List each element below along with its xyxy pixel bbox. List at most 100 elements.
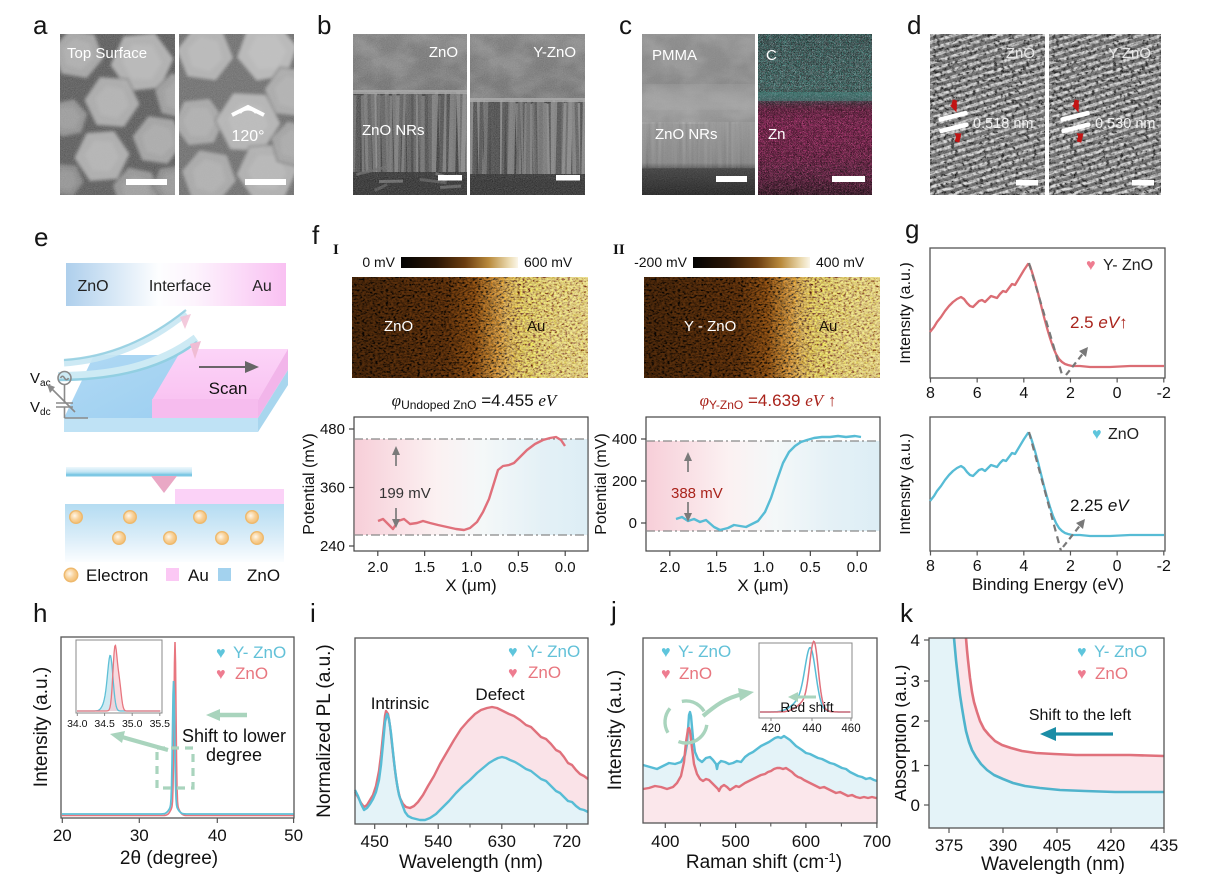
svg-text:0.530 nm: 0.530 nm [1095, 116, 1155, 132]
svg-text:Normalized PL (a.u.): Normalized PL (a.u.) [314, 644, 335, 818]
svg-text:6: 6 [973, 558, 982, 575]
svg-text:Intensity (a.u.): Intensity (a.u.) [605, 670, 626, 790]
svg-text:34.5: 34.5 [94, 718, 115, 730]
svg-text:35.5: 35.5 [150, 718, 171, 730]
svg-text:II: II [613, 242, 625, 258]
svg-text:φY-ZnO =4.639 eV ↑: φY-ZnO =4.639 eV ↑ [700, 391, 837, 412]
svg-text:♥: ♥ [508, 665, 518, 682]
svg-text:1: 1 [911, 757, 920, 776]
svg-text:0.5: 0.5 [508, 559, 529, 576]
svg-text:PMMA: PMMA [652, 47, 697, 64]
svg-text:Vdc: Vdc [30, 399, 51, 418]
svg-text:♥: ♥ [216, 666, 226, 683]
svg-text:240: 240 [320, 538, 345, 555]
svg-text:2: 2 [1066, 385, 1075, 402]
svg-text:8: 8 [926, 385, 935, 402]
svg-text:199 mV: 199 mV [379, 485, 431, 502]
svg-text:400: 400 [651, 832, 679, 851]
svg-text:0: 0 [629, 515, 637, 532]
svg-text:6: 6 [973, 385, 982, 402]
svg-text:Zn: Zn [768, 126, 786, 143]
svg-text:0: 0 [1113, 385, 1122, 402]
svg-text:ZnO: ZnO [235, 664, 268, 683]
svg-text:ZnO NRs: ZnO NRs [362, 122, 425, 139]
svg-text:-2: -2 [1157, 385, 1171, 402]
svg-text:Y- ZnO: Y- ZnO [1094, 642, 1147, 661]
svg-text:Top Surface: Top Surface [67, 45, 147, 62]
svg-text:ZnO: ZnO [528, 663, 561, 682]
svg-text:♥: ♥ [216, 645, 226, 662]
svg-text:630: 630 [488, 832, 516, 851]
svg-text:ZnO NRs: ZnO NRs [655, 126, 718, 143]
svg-text:ZnO: ZnO [429, 44, 458, 61]
svg-text:Binding Energy (eV): Binding Energy (eV) [972, 575, 1124, 594]
svg-text:460: 460 [841, 723, 860, 735]
svg-text:Au: Au [527, 318, 545, 335]
svg-text:Defect: Defect [475, 685, 524, 704]
svg-text:Y- ZnO: Y- ZnO [233, 643, 286, 662]
svg-text:450: 450 [361, 832, 389, 851]
svg-text:Scan: Scan [209, 379, 248, 398]
svg-text:2.0: 2.0 [659, 559, 680, 576]
svg-text:♥: ♥ [1077, 666, 1087, 683]
svg-text:420: 420 [1097, 836, 1125, 855]
svg-text:Electron: Electron [86, 566, 148, 585]
svg-text:Wavelength (nm): Wavelength (nm) [399, 852, 543, 873]
svg-text:ZnO: ZnO [247, 566, 280, 585]
svg-text:C: C [766, 47, 777, 64]
svg-text:ZnO: ZnO [77, 278, 108, 295]
svg-text:ZnO: ZnO [679, 664, 712, 683]
svg-text:ZnO: ZnO [1006, 45, 1035, 62]
svg-text:400 mV: 400 mV [816, 254, 865, 270]
svg-text:φUndoped ZnO =4.455 eV: φUndoped ZnO =4.455 eV [392, 391, 559, 412]
svg-text:34.0: 34.0 [67, 718, 88, 730]
svg-text:Red shift: Red shift [780, 700, 834, 715]
svg-text:2.5 eV↑: 2.5 eV↑ [1070, 313, 1128, 332]
svg-text:500: 500 [721, 832, 749, 851]
svg-text:ZnO: ZnO [1108, 426, 1139, 443]
svg-text:Y-ZnO: Y-ZnO [533, 44, 576, 61]
svg-text:Wavelength (nm): Wavelength (nm) [981, 854, 1125, 875]
svg-text:♥: ♥ [661, 666, 671, 683]
svg-text:♥: ♥ [1086, 257, 1096, 274]
svg-text:Au: Au [188, 566, 209, 585]
svg-text:♥: ♥ [508, 644, 518, 661]
svg-text:Y - ZnO: Y - ZnO [684, 318, 736, 335]
svg-text:405: 405 [1043, 836, 1071, 855]
svg-text:I: I [333, 242, 339, 258]
svg-text:Intensity (a.u.): Intensity (a.u.) [31, 667, 52, 787]
svg-text:Absorption (a.u.): Absorption (a.u.) [895, 665, 910, 802]
svg-text:4: 4 [1019, 385, 1028, 402]
svg-text:0.5: 0.5 [800, 559, 821, 576]
svg-text:Intrinsic: Intrinsic [371, 694, 430, 713]
svg-text:0.0: 0.0 [555, 559, 576, 576]
svg-text:Shift to lower: Shift to lower [182, 726, 286, 746]
svg-text:Vac: Vac [30, 370, 51, 389]
svg-text:4: 4 [1019, 558, 1028, 575]
svg-text:Y- ZnO: Y- ZnO [527, 642, 580, 661]
svg-text:Intensity (a.u.): Intensity (a.u.) [900, 433, 914, 534]
svg-text:Intensity (a.u.): Intensity (a.u.) [900, 262, 914, 363]
svg-text:degree: degree [206, 745, 262, 765]
svg-text:ZnO: ZnO [1095, 664, 1128, 683]
svg-text:♥: ♥ [1077, 644, 1087, 661]
svg-text:-200 mV: -200 mV [634, 254, 688, 270]
svg-text:120°: 120° [231, 128, 264, 145]
svg-text:Shift to the left: Shift to the left [1029, 707, 1132, 724]
svg-text:Interface: Interface [149, 278, 211, 295]
svg-text:Potential (mV): Potential (mV) [301, 433, 318, 534]
svg-text:1.5: 1.5 [706, 559, 727, 576]
svg-text:700: 700 [863, 832, 891, 851]
svg-text:600 mV: 600 mV [524, 254, 573, 270]
svg-text:X (μm): X (μm) [445, 576, 496, 595]
svg-text:435: 435 [1150, 836, 1178, 855]
svg-text:2.0: 2.0 [367, 559, 388, 576]
svg-text:Potential (mV): Potential (mV) [593, 433, 610, 534]
svg-text:♥: ♥ [661, 644, 671, 661]
svg-text:2: 2 [1066, 558, 1075, 575]
svg-text:0.518 nm: 0.518 nm [973, 116, 1033, 132]
svg-text:388 mV: 388 mV [671, 485, 723, 502]
svg-text:0: 0 [911, 796, 920, 815]
svg-text:480: 480 [320, 421, 345, 438]
svg-text:2θ (degree): 2θ (degree) [120, 848, 218, 869]
